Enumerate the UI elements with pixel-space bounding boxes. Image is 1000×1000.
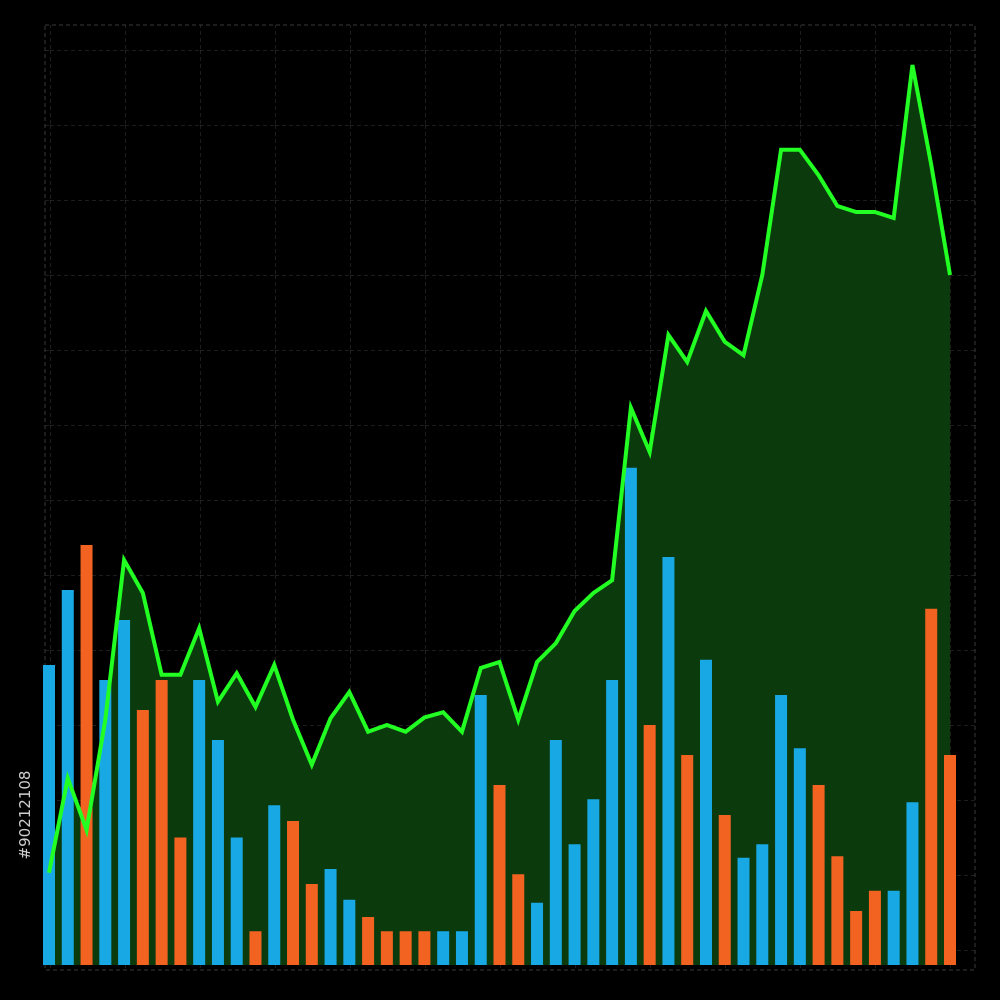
bar bbox=[343, 899, 356, 965]
bar bbox=[362, 917, 375, 965]
bar bbox=[493, 785, 506, 965]
bar bbox=[99, 680, 112, 965]
bar bbox=[775, 695, 788, 965]
bar bbox=[606, 680, 619, 965]
bar bbox=[249, 931, 262, 965]
bars bbox=[43, 467, 956, 965]
bar bbox=[681, 755, 694, 965]
bar bbox=[80, 545, 93, 965]
bar bbox=[624, 467, 637, 965]
bar bbox=[268, 805, 281, 965]
areas bbox=[49, 65, 950, 965]
bar bbox=[474, 695, 487, 965]
bar bbox=[850, 911, 863, 965]
bar bbox=[437, 931, 450, 965]
bar bbox=[643, 725, 656, 965]
bar bbox=[193, 680, 206, 965]
bar bbox=[399, 931, 412, 965]
bar bbox=[887, 890, 900, 965]
bar bbox=[43, 665, 55, 965]
bar bbox=[587, 799, 600, 965]
bar bbox=[737, 857, 750, 965]
bar bbox=[174, 837, 187, 965]
bar bbox=[812, 785, 825, 965]
bar bbox=[418, 931, 431, 965]
bar bbox=[305, 884, 318, 965]
bar bbox=[455, 931, 468, 965]
bar bbox=[155, 680, 168, 965]
bar bbox=[136, 710, 149, 965]
bar bbox=[718, 815, 731, 965]
bar bbox=[568, 844, 581, 965]
plot bbox=[43, 64, 956, 965]
bar bbox=[793, 748, 806, 965]
bar bbox=[868, 890, 881, 965]
bar bbox=[549, 740, 562, 965]
plot-frame bbox=[44, 24, 976, 971]
bar bbox=[831, 856, 844, 965]
bar bbox=[512, 874, 525, 965]
bar bbox=[906, 802, 919, 965]
lines bbox=[47, 64, 952, 874]
bar bbox=[925, 608, 938, 965]
bar bbox=[944, 755, 956, 965]
bar bbox=[211, 740, 224, 965]
bar bbox=[662, 557, 675, 965]
bar bbox=[118, 620, 131, 965]
bar bbox=[230, 837, 243, 965]
watermark-id: #90212108 bbox=[16, 771, 34, 860]
bar bbox=[324, 869, 337, 965]
bar bbox=[380, 931, 393, 965]
bar bbox=[287, 821, 300, 965]
bar bbox=[756, 844, 769, 965]
bar bbox=[699, 659, 712, 965]
area bbox=[49, 65, 950, 965]
line bbox=[47, 64, 952, 874]
bar bbox=[531, 902, 544, 965]
